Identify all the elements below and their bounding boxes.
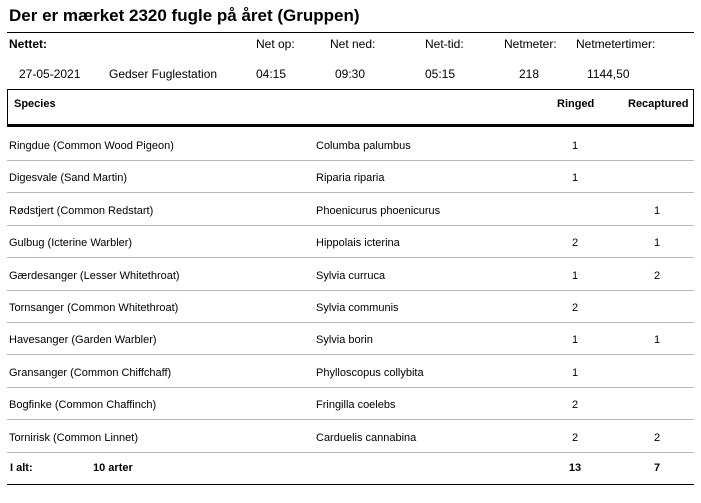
net-tid-label: Net-tid: [425, 37, 464, 51]
latin-name: Riparia riparia [316, 172, 385, 185]
recaptured-column-header: Recaptured [628, 98, 689, 110]
ringed-count: 2 [571, 431, 579, 444]
netmeter-label: Netmeter: [504, 37, 557, 51]
ringed-count: 1 [571, 334, 579, 347]
latin-name: Hippolais icterina [316, 237, 400, 250]
date-value: 27-05-2021 [19, 67, 81, 81]
row-divider [7, 192, 694, 194]
header-rule [7, 124, 694, 127]
latin-name: Columba palumbus [316, 140, 411, 152]
row-divider [7, 224, 694, 226]
divider [7, 89, 8, 125]
ringed-count: 2 [571, 399, 579, 412]
species-column-header: Species [14, 98, 56, 110]
total-species-count: 10 arter [93, 462, 133, 474]
table-row: Bogfinke (Common Chaffinch) Fringilla coe… [7, 388, 694, 421]
ringed-count: 1 [571, 269, 579, 282]
latin-name: Sylvia borin [316, 334, 373, 347]
ringed-count: 1 [571, 172, 579, 185]
total-recaptured: 7 [653, 462, 661, 474]
net-label: Nettet: [9, 37, 47, 51]
species-name: Rødstjert (Common Redstart) [9, 204, 154, 217]
total-row: I alt: 10 arter 13 7 [7, 454, 694, 482]
ringed-column-header: Ringed [557, 98, 595, 110]
species-name: Tornsanger (Common Whitethroat) [9, 302, 179, 314]
divider [7, 89, 694, 90]
row-divider [7, 322, 694, 323]
table-row: Gransanger (Common Chiffchaff) Phylloscop… [7, 356, 694, 388]
species-name: Bogfinke (Common Chaffinch) [9, 399, 157, 412]
divider [7, 32, 694, 33]
ringed-count: 2 [571, 302, 579, 314]
species-name: Tornirisk (Common Linnet) [9, 431, 138, 444]
total-ringed: 13 [568, 462, 582, 474]
latin-name: Fringilla coelebs [316, 399, 396, 412]
ringed-count: 1 [571, 366, 579, 379]
netmetertimer-value: 1144,50 [587, 67, 630, 81]
latin-name: Phoenicurus phoenicurus [316, 204, 441, 217]
station-value: Gedser Fuglestation [109, 67, 218, 81]
recaptured-count: 2 [653, 269, 661, 282]
net-tid-value: 05:15 [425, 67, 456, 81]
recaptured-count: 1 [653, 237, 661, 250]
species-name: Gærdesanger (Lesser Whitethroat) [9, 269, 180, 282]
latin-name: Sylvia curruca [316, 269, 386, 282]
ringed-count: 1 [571, 140, 579, 152]
table-row: Gærdesanger (Lesser Whitethroat) Sylvia c… [7, 259, 694, 291]
netmeter-value: 218 [519, 67, 540, 81]
page-title: Der er mærket 2320 fugle på året (Gruppe… [9, 6, 360, 25]
species-name: Ringdue (Common Wood Pigeon) [9, 140, 174, 152]
row-divider [7, 419, 694, 421]
latin-name: Carduelis cannabina [316, 431, 417, 444]
table-row: Tornsanger (Common Whitethroat) Sylvia co… [7, 291, 694, 323]
row-divider [7, 160, 694, 161]
latin-name: Sylvia communis [316, 302, 399, 314]
row-divider [7, 386, 694, 388]
net-op-label: Net op: [256, 37, 295, 51]
row-divider [7, 451, 694, 453]
netmetertimer-label: Netmetertimer: [576, 37, 656, 51]
row-divider [7, 257, 694, 259]
species-name: Gransanger (Common Chiffchaff) [9, 366, 172, 379]
table-row: Rødstjert (Common Redstart) Phoenicurus p… [7, 194, 694, 226]
row-divider [7, 289, 694, 291]
latin-name: Phylloscopus collybita [316, 366, 424, 379]
table-row: Ringdue (Common Wood Pigeon) Columba palu… [7, 129, 694, 161]
net-ned-value: 09:30 [335, 67, 366, 81]
net-ned-label: Net ned: [330, 37, 376, 51]
footer-rule [7, 484, 694, 485]
table-row: Digesvale (Sand Martin) Riparia riparia 1 [7, 161, 694, 194]
net-op-value: 04:15 [256, 67, 287, 81]
total-label: I alt: [10, 462, 33, 474]
table-row: Havesanger (Garden Warbler) Sylvia borin 1… [7, 323, 694, 356]
table-row: Gulbug (Icterine Warbler) Hippolais icter… [7, 226, 694, 259]
table-row: Tornirisk (Common Linnet) Carduelis canna… [7, 421, 694, 453]
species-name: Gulbug (Icterine Warbler) [9, 237, 133, 250]
species-name: Digesvale (Sand Martin) [9, 172, 127, 185]
recaptured-count: 2 [653, 431, 661, 444]
recaptured-count: 1 [653, 204, 661, 217]
row-divider [7, 354, 694, 356]
divider [693, 89, 694, 125]
ringed-count: 2 [571, 237, 579, 250]
recaptured-count: 1 [653, 334, 661, 347]
species-name: Havesanger (Garden Warbler) [9, 334, 157, 347]
